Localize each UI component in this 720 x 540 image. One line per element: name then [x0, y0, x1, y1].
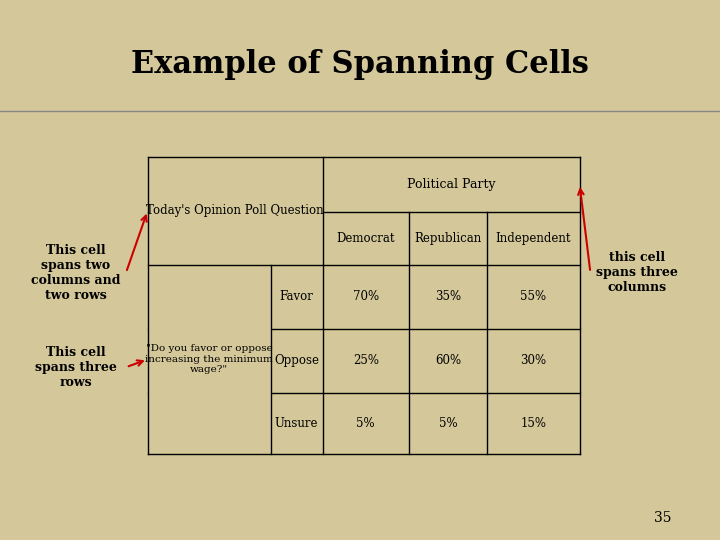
- Text: Today's Opinion Poll Question: Today's Opinion Poll Question: [146, 204, 324, 217]
- Text: "Do you favor or oppose
increasing the minimum
wage?": "Do you favor or oppose increasing the m…: [145, 345, 273, 374]
- Text: 70%: 70%: [353, 291, 379, 303]
- Text: Favor: Favor: [279, 291, 314, 303]
- Text: 30%: 30%: [520, 354, 546, 367]
- Text: 5%: 5%: [438, 417, 457, 430]
- Text: Oppose: Oppose: [274, 354, 319, 367]
- Text: This cell
spans three
rows: This cell spans three rows: [35, 346, 117, 389]
- Text: Example of Spanning Cells: Example of Spanning Cells: [131, 49, 589, 80]
- Text: Independent: Independent: [495, 232, 571, 245]
- Text: This cell
spans two
columns and
two rows: This cell spans two columns and two rows: [31, 244, 120, 302]
- Text: Republican: Republican: [414, 232, 482, 245]
- Text: 5%: 5%: [356, 417, 375, 430]
- Text: 55%: 55%: [520, 291, 546, 303]
- Text: 15%: 15%: [520, 417, 546, 430]
- Text: Unsure: Unsure: [275, 417, 318, 430]
- Text: 35: 35: [654, 511, 671, 525]
- Text: Democrat: Democrat: [336, 232, 395, 245]
- Text: this cell
spans three
columns: this cell spans three columns: [596, 251, 678, 294]
- Text: 35%: 35%: [435, 291, 461, 303]
- Text: Political Party: Political Party: [407, 178, 495, 191]
- Text: 60%: 60%: [435, 354, 461, 367]
- Text: 25%: 25%: [353, 354, 379, 367]
